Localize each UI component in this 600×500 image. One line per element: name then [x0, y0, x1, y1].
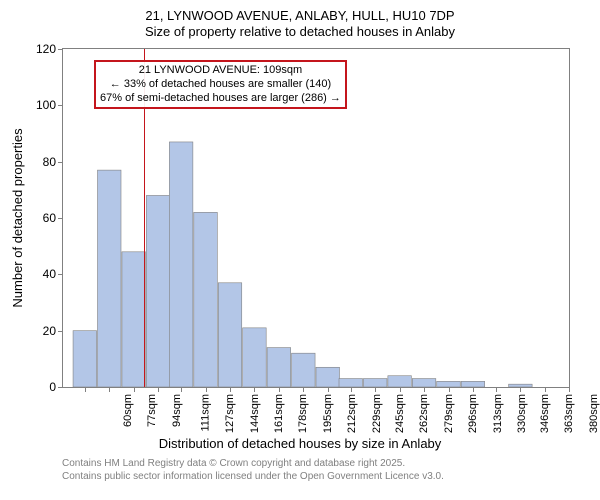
x-tick-mark [520, 388, 521, 392]
y-tick-mark [58, 274, 62, 275]
footer-line2: Contains public sector information licen… [62, 471, 444, 484]
x-tick-mark [449, 388, 450, 392]
annotation-line1: 21 LYNWOOD AVENUE: 109sqm [100, 64, 341, 78]
chart-container: 21, LYNWOOD AVENUE, ANLABY, HULL, HU10 7… [0, 0, 600, 500]
histogram-bar [316, 367, 340, 387]
x-tick-mark [545, 388, 546, 392]
y-tick-mark [58, 331, 62, 332]
histogram-bar [218, 283, 242, 387]
x-tick-mark [230, 388, 231, 392]
x-tick-mark [496, 388, 497, 392]
x-tick-label: 111sqm [200, 394, 212, 432]
footer: Contains HM Land Registry data © Crown c… [62, 458, 444, 483]
title-line1: 21, LYNWOOD AVENUE, ANLABY, HULL, HU10 7… [0, 8, 600, 24]
y-tick-label: 120 [16, 42, 56, 56]
x-tick-label: 330sqm [516, 394, 528, 433]
x-tick-label: 363sqm [564, 394, 576, 433]
histogram-bar [461, 381, 485, 387]
y-tick-mark [58, 49, 62, 50]
x-tick-label: 346sqm [539, 394, 551, 433]
x-tick-mark [375, 388, 376, 392]
x-tick-label: 279sqm [443, 394, 455, 433]
histogram-bar [509, 384, 533, 387]
annotation-line3: 67% of semi-detached houses are larger (… [100, 92, 341, 106]
histogram-bar [122, 252, 146, 387]
x-tick-mark [303, 388, 304, 392]
x-tick-mark [134, 388, 135, 392]
y-tick-mark [58, 387, 62, 388]
histogram-bar [146, 195, 170, 387]
y-tick-label: 100 [16, 98, 56, 112]
y-tick-mark [58, 162, 62, 163]
histogram-bar [363, 379, 387, 387]
x-tick-mark [181, 388, 182, 392]
x-tick-label: 144sqm [249, 394, 261, 433]
x-tick-label: 296sqm [467, 394, 479, 433]
histogram-bar [388, 376, 412, 387]
x-tick-label: 178sqm [298, 394, 310, 433]
histogram-bar [98, 170, 122, 387]
annotation-box: 21 LYNWOOD AVENUE: 109sqm ← 33% of detac… [94, 60, 347, 109]
x-tick-mark [85, 388, 86, 392]
histogram-bar [437, 381, 461, 387]
x-tick-mark [473, 388, 474, 392]
x-tick-label: 77sqm [146, 394, 158, 427]
x-axis-label: Distribution of detached houses by size … [0, 436, 600, 451]
title-block: 21, LYNWOOD AVENUE, ANLABY, HULL, HU10 7… [0, 0, 600, 41]
annotation-line2: ← 33% of detached houses are smaller (14… [100, 78, 341, 92]
x-tick-label: 60sqm [122, 394, 134, 427]
title-line2: Size of property relative to detached ho… [0, 24, 600, 40]
histogram-bar [73, 331, 97, 387]
x-tick-mark [351, 388, 352, 392]
x-tick-label: 262sqm [418, 394, 430, 433]
histogram-bar [267, 348, 291, 387]
x-tick-mark [158, 388, 159, 392]
y-tick-label: 80 [16, 155, 56, 169]
x-tick-label: 161sqm [273, 394, 285, 433]
x-tick-label: 380sqm [588, 394, 600, 433]
x-tick-mark [206, 388, 207, 392]
footer-line1: Contains HM Land Registry data © Crown c… [62, 458, 444, 471]
x-tick-label: 245sqm [394, 394, 406, 433]
x-tick-label: 313sqm [492, 394, 504, 433]
x-tick-label: 212sqm [346, 394, 358, 433]
y-axis-label: Number of detached properties [10, 39, 25, 218]
y-tick-label: 0 [16, 380, 56, 394]
y-tick-mark [58, 105, 62, 106]
x-tick-label: 127sqm [224, 394, 236, 433]
x-tick-label: 195sqm [322, 394, 334, 433]
x-tick-mark [279, 388, 280, 392]
x-tick-mark [254, 388, 255, 392]
x-tick-mark [424, 388, 425, 392]
histogram-bar [243, 328, 267, 387]
x-tick-label: 229sqm [371, 394, 383, 433]
histogram-bar [412, 379, 436, 387]
y-tick-label: 20 [16, 324, 56, 338]
x-tick-mark [400, 388, 401, 392]
x-tick-mark [109, 388, 110, 392]
y-tick-mark [58, 218, 62, 219]
histogram-bar [194, 212, 218, 387]
histogram-bar [169, 142, 193, 387]
histogram-bar [339, 379, 363, 387]
x-tick-label: 94sqm [171, 394, 183, 427]
x-tick-mark [328, 388, 329, 392]
y-tick-label: 60 [16, 211, 56, 225]
y-tick-label: 40 [16, 267, 56, 281]
histogram-bar [292, 353, 316, 387]
x-tick-mark [569, 388, 570, 392]
